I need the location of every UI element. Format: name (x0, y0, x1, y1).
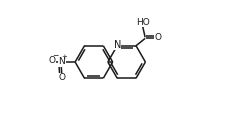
Text: O: O (49, 56, 56, 65)
Text: HO: HO (136, 18, 150, 27)
Text: −: − (52, 51, 58, 60)
Text: O: O (155, 33, 162, 42)
Text: +: + (61, 54, 67, 60)
Text: O: O (58, 73, 65, 82)
Text: N: N (58, 58, 65, 66)
Text: N: N (114, 40, 121, 49)
